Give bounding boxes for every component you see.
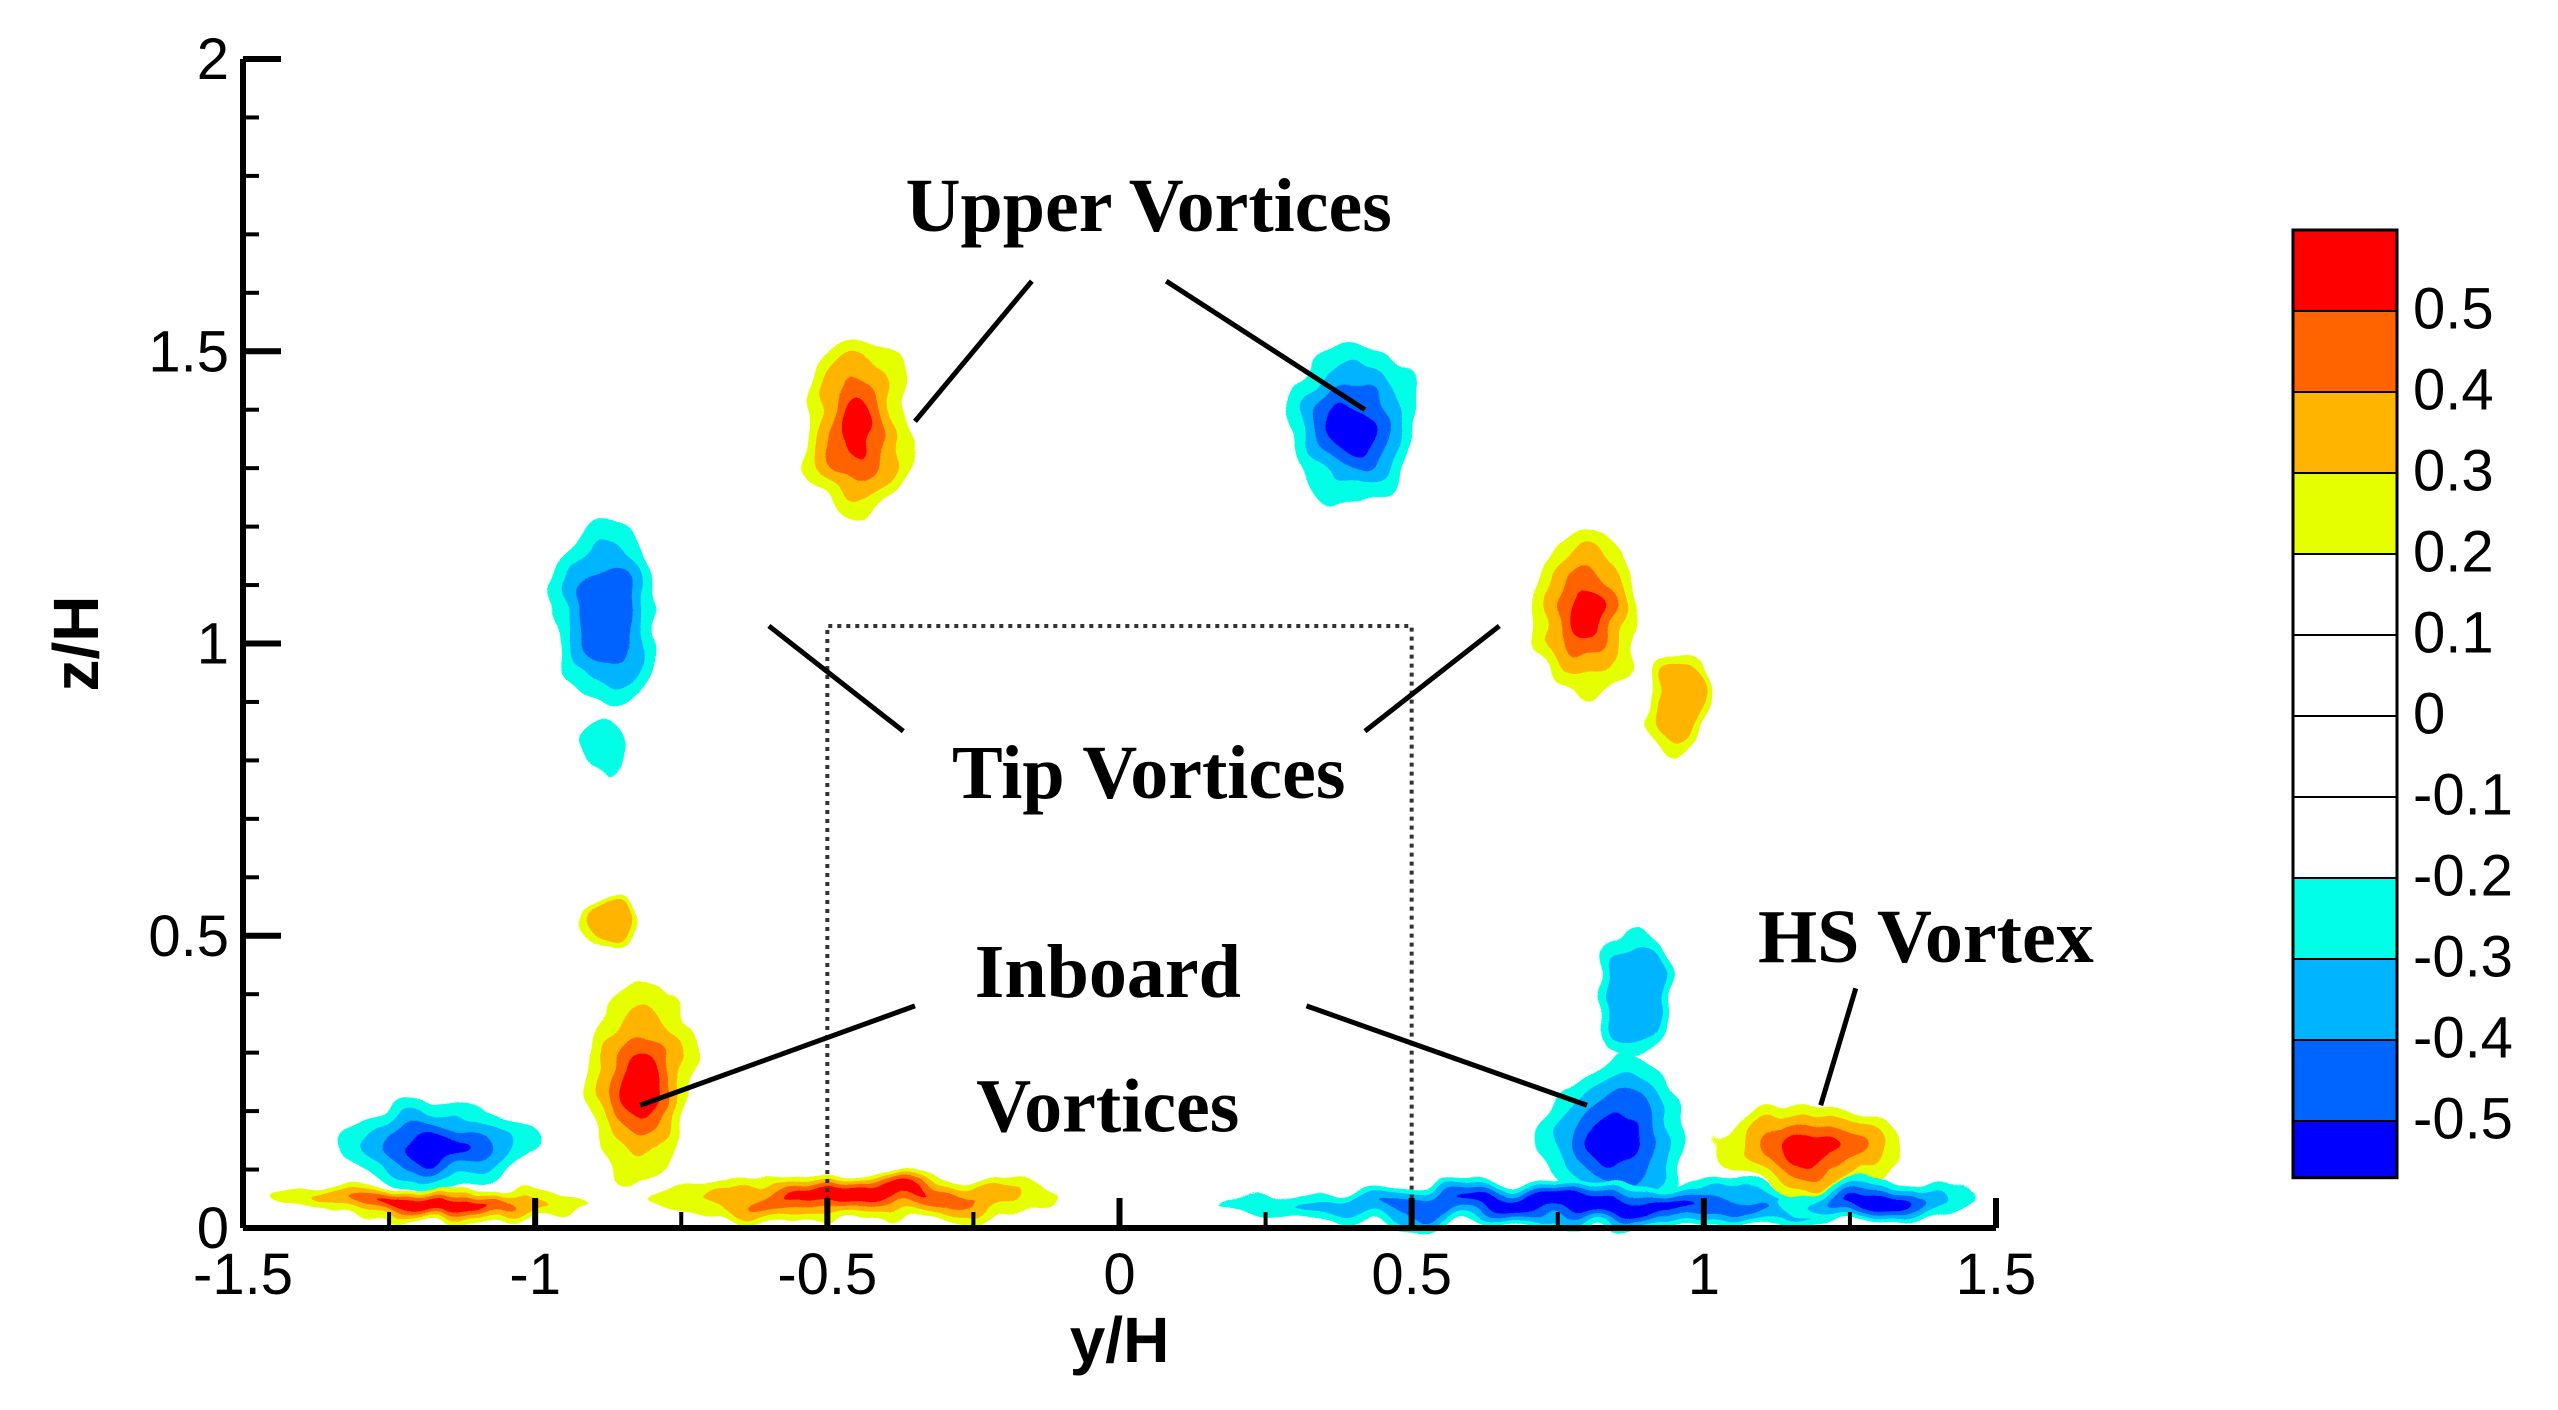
annotation-leader-line [913, 279, 1034, 423]
colorbar-legend: 0.5 0.4 0.3 0.2 0.1 0 -0.1 -0.2 -0.3 -0.4 -0.5 [2291, 228, 2513, 1180]
colorbar-swatch [2293, 554, 2397, 635]
x-tick-label: 1.5 [1956, 1242, 2037, 1307]
annotation-leader-line [767, 623, 905, 734]
annotation-label: HS Vortex [1758, 895, 2094, 979]
colorbar-label: 0 [2413, 681, 2445, 746]
colorbar-swatch [2293, 473, 2397, 554]
contour-region-positive [1775, 1132, 1843, 1161]
y-tick-label: 0.5 [148, 904, 229, 969]
contour-region-negative [1331, 399, 1376, 456]
dashed-box-layer [825, 623, 1414, 1228]
y-tick-label: 2 [197, 27, 229, 92]
annotation-layer: Upper Vortices Tip Vortices Inboard Vortice… [639, 164, 2094, 1148]
colorbar-label: -0.5 [2413, 1086, 2513, 1151]
contour-region-positive [376, 1198, 484, 1211]
colorbar-swatch [2293, 635, 2397, 716]
colorbar-swatch [2293, 716, 2397, 797]
colorbar-swatch-bottom [2293, 1121, 2397, 1178]
colorbar-swatch [2293, 230, 2397, 311]
colorbar-label: -0.2 [2413, 843, 2513, 908]
colorbar-label: 0.4 [2413, 357, 2494, 422]
contour-region-positive [622, 1048, 659, 1116]
annotation-leader-line [1363, 623, 1501, 734]
colorbar-swatch [2293, 392, 2397, 473]
contour-region-negative [1847, 1190, 1911, 1207]
contour-region-positive [582, 905, 629, 943]
colorbar-frame [2291, 228, 2399, 1180]
contour-region-positive [787, 1190, 927, 1207]
y-tick-label: 1.5 [148, 319, 229, 384]
contour-region-positive [1651, 660, 1698, 743]
x-tick-label: 0.5 [1371, 1242, 1452, 1307]
x-tick-label: -1 [509, 1242, 561, 1307]
contour-region-positive [1569, 586, 1605, 643]
contour-region-negative [1456, 1196, 1695, 1213]
annotation-leader-line [639, 1003, 916, 1108]
x-tick-label: 1 [1688, 1242, 1720, 1307]
contour-region-positive [838, 399, 875, 456]
x-axis-title: y/H [1070, 1304, 1170, 1376]
annotation-label: Tip Vortices [952, 731, 1345, 815]
colorbar-swatch [2293, 878, 2397, 959]
colorbar-label: 0.1 [2413, 600, 2494, 665]
colorbar-label: -0.4 [2413, 1005, 2513, 1070]
contour-region-negative [404, 1132, 468, 1161]
y-tick-label: 0 [197, 1196, 229, 1261]
vehicle-outline-box [825, 623, 1414, 1228]
annotation-leader-line [1305, 1003, 1588, 1108]
colorbar-label: -0.3 [2413, 924, 2513, 989]
contour-region-negative [1592, 1112, 1641, 1169]
colorbar-label: 0.3 [2413, 438, 2494, 503]
colorbar-swatch [2293, 959, 2397, 1040]
y-axis-title: z/H [40, 596, 112, 692]
contour-region-negative [581, 719, 629, 778]
x-tick-label: -0.5 [777, 1242, 877, 1307]
contour-region-negative [575, 565, 635, 664]
contour-region-negative [1606, 939, 1662, 1049]
annotation-label: Vortices [976, 1064, 1239, 1148]
colorbar-label: -0.1 [2413, 762, 2513, 827]
x-tick-label: 0 [1103, 1242, 1135, 1307]
annotation-label: Inboard [975, 930, 1241, 1014]
colorbar-label: 0.2 [2413, 519, 2494, 584]
annotation-leader-line [1164, 279, 1367, 412]
y-tick-label: 1 [197, 612, 229, 677]
colorbar-swatch [2293, 797, 2397, 878]
x-tick-label: -1.5 [193, 1242, 293, 1307]
annotation-leader-line [1818, 987, 1859, 1106]
axes-layer: -1.5 -1 -0.5 0 0.5 1 1.5 0 0.5 1 1.5 2 [148, 27, 2036, 1307]
colorbar-swatch [2293, 1040, 2397, 1121]
colorbar-label: 0.5 [2413, 276, 2494, 341]
annotation-label: Upper Vortices [906, 164, 1392, 248]
contour-fill-layer [272, 345, 1973, 1228]
colorbar-swatch [2293, 311, 2397, 392]
